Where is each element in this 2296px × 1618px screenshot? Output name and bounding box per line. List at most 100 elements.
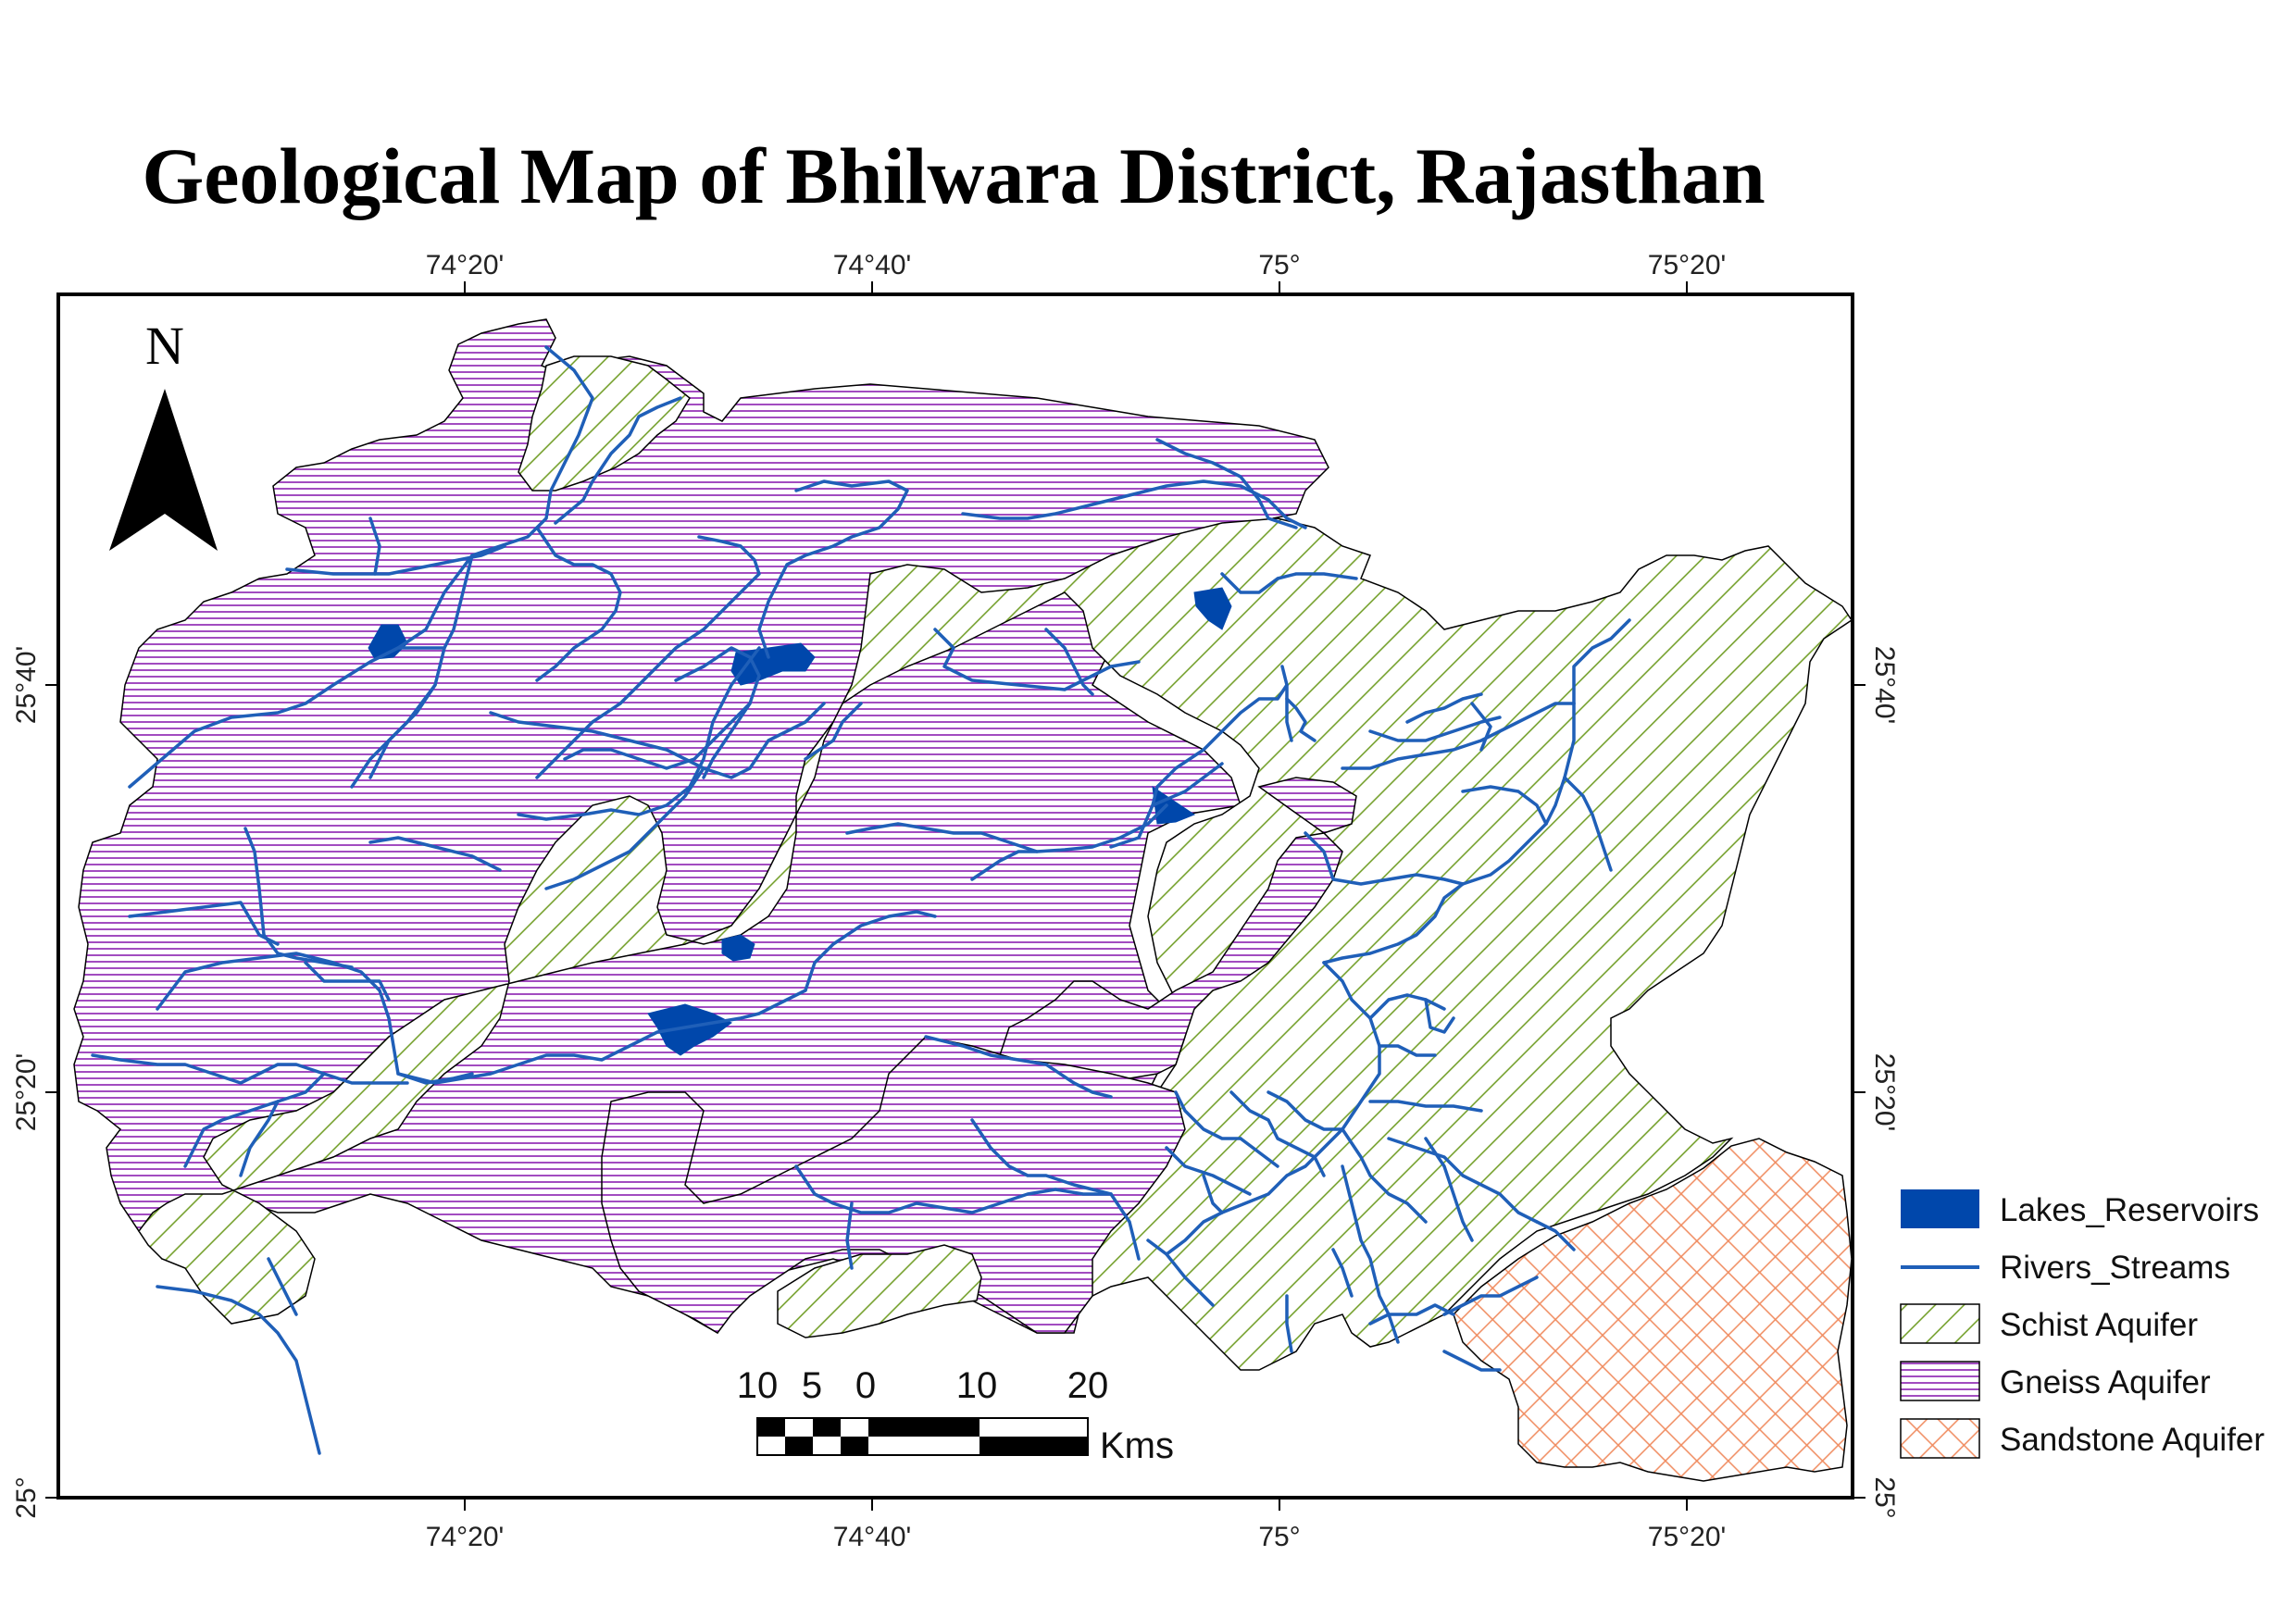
river xyxy=(396,345,594,650)
river xyxy=(368,517,381,576)
legend-label: Sandstone Aquifer xyxy=(2000,1422,2265,1458)
river xyxy=(674,646,761,779)
river xyxy=(970,1118,1113,1196)
lon-label-bottom: 75° xyxy=(1258,1522,1300,1552)
legend-label: Schist Aquifer xyxy=(2000,1307,2198,1343)
river xyxy=(1341,702,1576,770)
river xyxy=(243,827,354,969)
lon-label-bottom: 75°20' xyxy=(1648,1522,1726,1552)
river xyxy=(368,836,502,872)
lon-label-bottom: 74°40' xyxy=(833,1522,911,1552)
river xyxy=(535,526,622,682)
lat-label-left: 25°40' xyxy=(11,646,42,724)
river xyxy=(1405,692,1483,724)
river xyxy=(1378,1044,1437,1057)
lon-label-bottom: 74°20' xyxy=(426,1522,504,1552)
river xyxy=(794,1164,1113,1214)
map-frame xyxy=(56,292,1854,1500)
river xyxy=(1461,785,1548,826)
river xyxy=(1165,961,1381,1256)
river xyxy=(1109,1192,1141,1261)
river xyxy=(845,1201,854,1270)
river xyxy=(350,683,437,789)
river xyxy=(1220,572,1358,594)
river xyxy=(924,1035,1113,1099)
north-arrow: N xyxy=(109,316,218,551)
river xyxy=(757,479,909,659)
river xyxy=(267,1257,298,1316)
scale-label: 5 xyxy=(802,1365,822,1406)
legend: Lakes_Reservoirs Rivers_Streams Schist A… xyxy=(1900,1189,2265,1459)
river xyxy=(1285,1294,1293,1353)
river xyxy=(1341,1127,1428,1224)
lake xyxy=(1193,587,1232,630)
river xyxy=(156,1285,321,1455)
lat-label-right: 25°40' xyxy=(1869,646,1900,724)
lat-label-right: 25°20' xyxy=(1869,1053,1900,1131)
lake xyxy=(647,1003,732,1056)
river xyxy=(183,1072,326,1168)
river xyxy=(1563,776,1613,872)
river xyxy=(1239,1137,1279,1168)
schist-aquifer-region xyxy=(518,355,691,492)
lake xyxy=(368,624,408,660)
scale-label: 20 xyxy=(1067,1365,1109,1406)
river xyxy=(128,901,280,946)
north-arrow-icon xyxy=(109,389,218,551)
river xyxy=(1285,697,1316,742)
river xyxy=(1229,1090,1326,1177)
river xyxy=(1368,1100,1483,1113)
river xyxy=(563,702,752,770)
legend-label: Rivers_Streams xyxy=(2000,1250,2230,1286)
river xyxy=(1044,628,1094,696)
river xyxy=(1442,1276,1539,1316)
river xyxy=(1304,831,1465,886)
river xyxy=(933,628,1141,691)
scale-bar-segments xyxy=(757,1418,1088,1455)
river xyxy=(1368,993,1446,1020)
river xyxy=(961,479,1307,529)
lon-label-top: 74°20' xyxy=(426,250,504,280)
schist-aquifer-region xyxy=(777,1244,982,1338)
scale-bar: 10 5 0 10 20 Kms xyxy=(737,1365,1174,1466)
river xyxy=(554,396,682,525)
river xyxy=(1322,882,1465,965)
river xyxy=(845,803,1168,853)
scale-unit: Kms xyxy=(1100,1425,1174,1466)
river xyxy=(396,989,807,1085)
river xyxy=(1331,1248,1354,1298)
lat-label-right: 25° xyxy=(1869,1476,1900,1518)
river xyxy=(91,1053,409,1085)
river xyxy=(239,1100,280,1177)
river xyxy=(804,910,937,992)
sandstone-aquifer-region xyxy=(1453,1138,1853,1482)
scale-label: 10 xyxy=(737,1365,779,1406)
river xyxy=(1461,822,1548,886)
river xyxy=(517,646,761,821)
river xyxy=(1267,1090,1344,1131)
river xyxy=(1424,1137,1474,1242)
lon-label-top: 75° xyxy=(1258,250,1300,280)
graticule-ticks xyxy=(45,281,1866,1511)
lat-label-left: 25° xyxy=(11,1476,42,1518)
legend-swatch-schist xyxy=(1900,1303,1980,1344)
lon-label-top: 75°20' xyxy=(1648,250,1726,280)
river xyxy=(1146,1238,1215,1307)
rivers-streams xyxy=(91,345,1631,1455)
river xyxy=(1442,1350,1502,1372)
lon-label-top: 74°40' xyxy=(833,250,911,280)
legend-label: Lakes_Reservoirs xyxy=(2000,1192,2259,1228)
legend-swatch-lakes xyxy=(1901,1189,1979,1228)
river xyxy=(544,766,705,890)
river xyxy=(1109,762,1224,849)
gneiss-aquifer-region xyxy=(999,777,1357,1102)
river xyxy=(368,646,446,779)
river xyxy=(1424,998,1455,1034)
river xyxy=(804,702,863,761)
scale-label: 0 xyxy=(855,1365,876,1406)
map-title: Geological Map of Bhilwara District, Raj… xyxy=(142,131,1766,220)
river xyxy=(1174,1090,1242,1140)
legend-swatch-sandstone xyxy=(1900,1418,1980,1459)
lakes-reservoirs xyxy=(368,587,1232,1056)
